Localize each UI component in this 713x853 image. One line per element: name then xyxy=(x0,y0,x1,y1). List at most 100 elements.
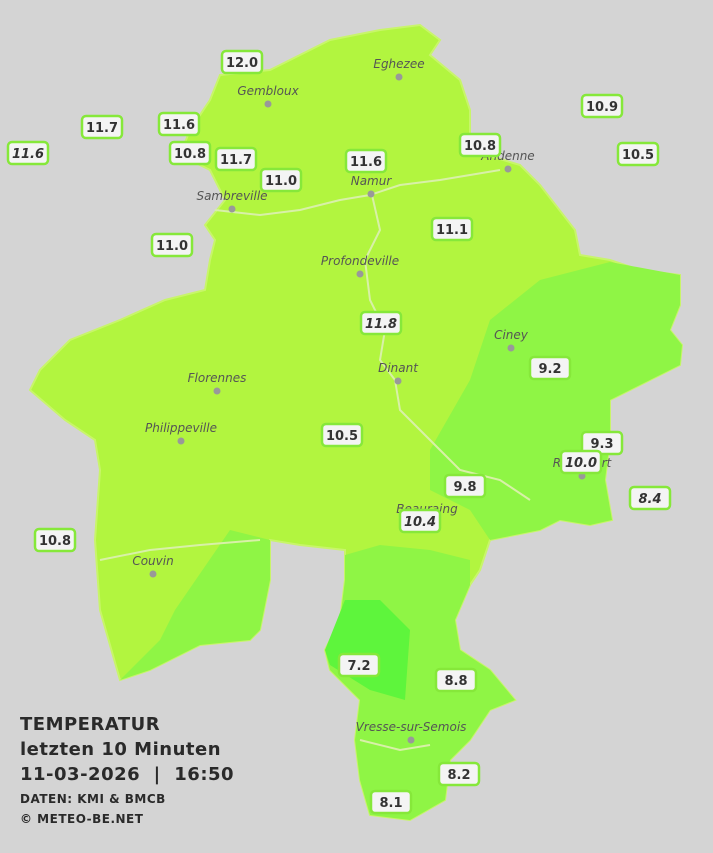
station-box xyxy=(437,761,481,787)
station-box xyxy=(359,310,403,336)
temperature-label: 11.7 xyxy=(220,153,252,168)
station-box xyxy=(580,93,624,119)
temperature-label: 8.1 xyxy=(379,796,402,811)
station: 9.8 xyxy=(443,473,487,499)
stations: 12.0 11.7 11.6 11.6 10.8 11.7 11.0 11.6 10.8 10.9… xyxy=(6,49,672,815)
station-box xyxy=(80,114,124,140)
station: 9.2 xyxy=(528,355,572,381)
title: TEMPERATUR xyxy=(20,714,160,735)
temperature-label: 9.2 xyxy=(538,362,561,377)
town-name: Sambreville xyxy=(196,189,267,203)
town-dot xyxy=(228,205,236,213)
town-name: Dinant xyxy=(378,361,419,375)
temperature-label: 10.9 xyxy=(586,100,618,115)
station: 8.4 xyxy=(628,485,672,511)
temperature-label: 7.2 xyxy=(347,659,370,674)
station: 10.8 xyxy=(458,132,502,158)
station-box xyxy=(616,141,660,167)
town-dot xyxy=(394,377,402,385)
town-name: Eghezee xyxy=(373,57,424,71)
station: 11.7 xyxy=(80,114,124,140)
station-box xyxy=(434,667,478,693)
town-name: Couvin xyxy=(132,554,173,568)
temperature-label: 8.2 xyxy=(447,768,470,783)
station-box xyxy=(628,485,672,511)
town-name: Gembloux xyxy=(237,84,299,98)
temperature-label: 9.8 xyxy=(453,480,476,495)
station: 8.1 xyxy=(369,789,413,815)
temperature-label: 10.5 xyxy=(622,148,654,163)
station-box xyxy=(559,449,603,475)
station-box xyxy=(369,789,413,815)
town-name: Philippeville xyxy=(145,421,217,435)
station-box xyxy=(320,422,364,448)
temperature-label: 11.7 xyxy=(86,121,118,136)
temperature-label: 11.8 xyxy=(365,317,397,332)
station: 10.0 xyxy=(559,449,603,475)
temperature-label: 10.4 xyxy=(404,515,436,530)
station: 10.9 xyxy=(580,93,624,119)
source: DATEN: KMI & BMCB xyxy=(20,792,166,806)
station-box xyxy=(33,527,77,553)
station-box xyxy=(398,508,442,534)
town-dot xyxy=(213,387,221,395)
temperature-label: 10.5 xyxy=(326,429,358,444)
station-box xyxy=(430,216,474,242)
station: 11.1 xyxy=(430,216,474,242)
temperature-label: 10.8 xyxy=(39,534,71,549)
station: 11.6 xyxy=(157,111,201,137)
station-box xyxy=(443,473,487,499)
station-box xyxy=(157,111,201,137)
town-dot xyxy=(356,270,364,278)
station: 11.8 xyxy=(359,310,403,336)
temperature-label: 10.8 xyxy=(174,147,206,162)
station-box xyxy=(214,146,258,172)
town-dot xyxy=(504,165,512,173)
town-dot xyxy=(367,190,375,198)
station: 12.0 xyxy=(220,49,264,75)
town-dot xyxy=(264,100,272,108)
station-box xyxy=(6,140,50,166)
temperature-label: 12.0 xyxy=(226,56,258,71)
temperature-label: 11.6 xyxy=(163,118,195,133)
temperature-label: 11.0 xyxy=(156,239,188,254)
temperature-label: 10.0 xyxy=(565,456,597,471)
copyright: © METEO-BE.NET xyxy=(20,812,144,826)
station-box xyxy=(150,232,194,258)
zone-southwest xyxy=(120,530,270,680)
temperature-label: 9.3 xyxy=(590,437,613,452)
station: 7.2 xyxy=(337,652,381,678)
town-dot xyxy=(507,344,515,352)
station-box xyxy=(220,49,264,75)
town-name: Profondeville xyxy=(321,254,399,268)
station: 8.8 xyxy=(434,667,478,693)
town-dot xyxy=(395,73,403,81)
station: 10.4 xyxy=(398,508,442,534)
station: 11.6 xyxy=(6,140,50,166)
station: 11.7 xyxy=(214,146,258,172)
station-box xyxy=(168,140,212,166)
temperature-label: 10.8 xyxy=(464,139,496,154)
station-box xyxy=(259,167,303,193)
temperature-label: 11.1 xyxy=(436,223,468,238)
town-name: Florennes xyxy=(188,371,247,385)
temperature-label: 8.8 xyxy=(444,674,467,689)
town-name: Vresse-sur-Semois xyxy=(356,720,467,734)
town-dot xyxy=(407,736,415,744)
station: 8.2 xyxy=(437,761,481,787)
temperature-label: 8.4 xyxy=(638,492,661,507)
station: 10.5 xyxy=(616,141,660,167)
temperature-label: 11.6 xyxy=(12,147,44,162)
station-box xyxy=(528,355,572,381)
zone-east xyxy=(430,262,682,540)
timestamp: 11-03-2026 | 16:50 xyxy=(20,764,234,785)
station-box xyxy=(337,652,381,678)
subtitle: letzten 10 Minuten xyxy=(20,739,221,760)
station: 9.3 xyxy=(580,430,624,456)
station: 10.5 xyxy=(320,422,364,448)
station-box xyxy=(458,132,502,158)
station: 11.0 xyxy=(259,167,303,193)
town-name: Namur xyxy=(351,174,393,188)
